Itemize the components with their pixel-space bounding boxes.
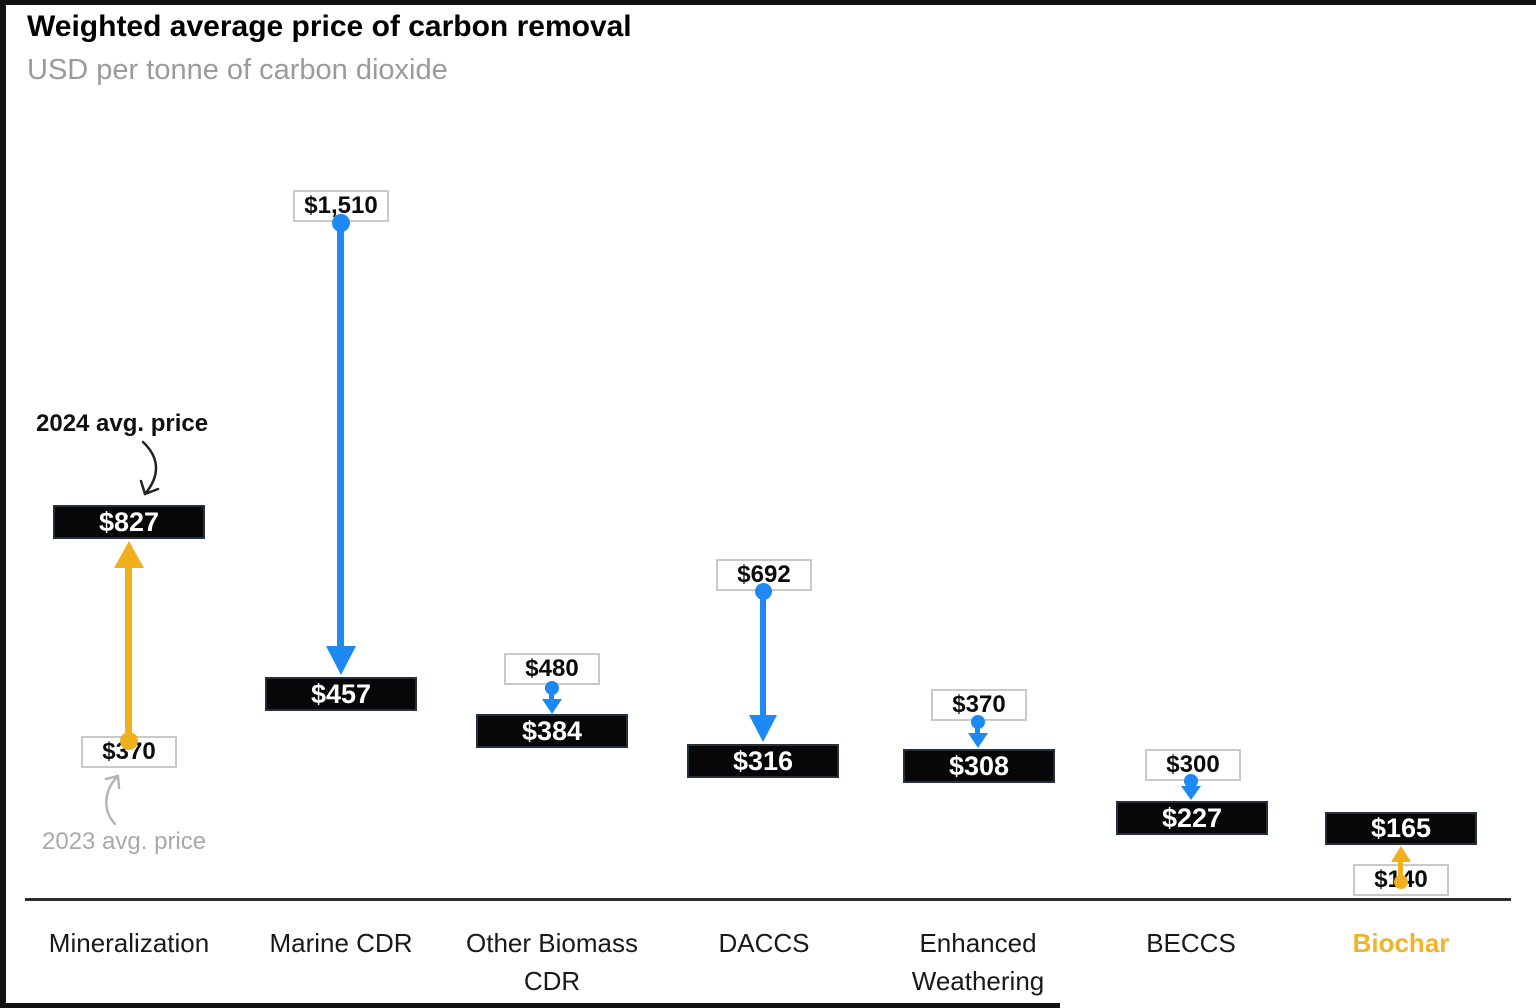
price-2023-value: $300 — [1166, 751, 1220, 778]
price-2024-box: $457 — [265, 677, 417, 711]
top-edge-bar — [0, 0, 1536, 5]
price-2023-box: $1,510 — [293, 190, 389, 222]
price-2024-box: $384 — [476, 714, 628, 748]
annotation-2023-avg-price: 2023 avg. price — [42, 828, 207, 855]
price-2024-value: $316 — [732, 745, 794, 776]
annotation-arrow-2024-icon — [139, 440, 160, 496]
bottom-edge-bar — [0, 1003, 1060, 1008]
price-2023-box: $480 — [504, 653, 600, 685]
category-label-mineralization: Mineralization — [48, 928, 210, 958]
category-label-marine-cdr: Marine CDR — [269, 928, 413, 958]
price-2024-value: $165 — [1370, 813, 1432, 843]
price-2024-value: $308 — [948, 750, 1010, 781]
left-edge-bar — [0, 0, 6, 1008]
chart-subtitle: USD per tonne of carbon dioxide — [27, 54, 448, 86]
category-label-other-biomass-cdr: Other Biomass CDR — [466, 928, 638, 996]
chart-title: Weighted average price of carbon removal — [27, 10, 632, 43]
price-2023-value: $480 — [525, 655, 579, 682]
category-label-beccs: BECCS — [1146, 928, 1236, 958]
price-2023-box: $300 — [1145, 749, 1241, 781]
price-2024-box: $165 — [1325, 812, 1477, 845]
annotation-2024-avg-price: 2024 avg. price — [36, 410, 209, 437]
x-axis-line — [25, 898, 1511, 901]
price-2024-value: $457 — [310, 678, 372, 709]
category-label-daccs: DACCS — [718, 928, 810, 958]
price-2024-box: $316 — [687, 744, 839, 778]
category-label-biochar: Biochar — [1352, 928, 1450, 958]
category-label-enhanced-weathering: Enhanced Weathering — [911, 928, 1045, 996]
price-2024-value: $227 — [1161, 802, 1223, 833]
price-2024-box: $227 — [1116, 801, 1268, 835]
price-2024-value: $827 — [98, 506, 160, 537]
price-2024-box: $308 — [903, 749, 1055, 783]
annotation-arrow-2023-icon — [104, 774, 121, 826]
price-2024-box: $827 — [53, 505, 205, 539]
price-2024-value: $384 — [521, 715, 583, 746]
price-2023-value: $370 — [952, 691, 1006, 718]
